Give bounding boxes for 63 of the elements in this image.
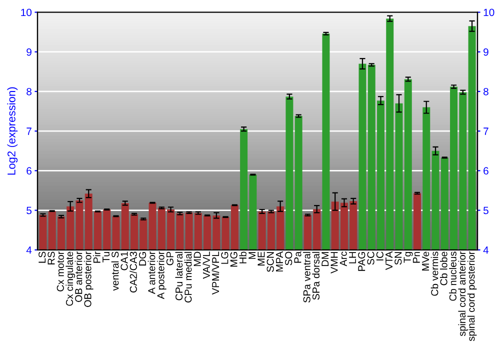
x-tick-label: Hb: [239, 252, 246, 264]
x-tick-label: SO: [285, 252, 292, 266]
x-tick-label: MPA: [276, 251, 283, 272]
x-tick-label: CPu medial: [184, 252, 192, 302]
x-tick-label: CA1: [120, 252, 128, 270]
x-tick-label: SC: [367, 252, 374, 265]
x-tick-label: PAG: [358, 252, 366, 271]
x-tick-label: VMH: [330, 252, 338, 274]
x-tick-label: DM: [322, 252, 329, 266]
x-tick-label: IC: [376, 252, 384, 260]
y-tick-label: 5: [26, 206, 32, 214]
y-tick-label: 4: [26, 246, 32, 254]
y2-tick-label: 5: [483, 206, 488, 214]
y-tick-label: 7: [26, 128, 32, 135]
x-tick-label: VPM/VPL: [212, 252, 220, 295]
y2-tick-label: 4: [483, 246, 489, 254]
x-tick-label: spinal cord posterior: [467, 251, 477, 342]
x-tick-label: Cb nucleus: [449, 252, 456, 301]
x-tick-label: MVe: [422, 252, 430, 270]
x-tick-label: VTA: [386, 251, 392, 270]
x-tick-label: A anterior: [148, 251, 156, 294]
x-tick-label: GP: [166, 252, 174, 266]
x-tick-label: CPu lateral: [175, 252, 183, 300]
x-tick-label: ME: [258, 252, 265, 266]
x-tick-label: ventral S: [111, 252, 119, 291]
x-tick-label: Cb lobe: [440, 252, 448, 286]
y2-tick-label: 6: [484, 167, 488, 175]
x-tick-label: Pir: [93, 251, 100, 263]
x-tick-label: Tu: [102, 252, 110, 262]
x-tick-label: SPa dorsal: [312, 252, 320, 300]
y2-tick-label: 8: [484, 88, 488, 96]
y2-tick-label: 9: [484, 48, 488, 56]
y-tick-label: 6: [26, 167, 32, 175]
x-tick-label: spinal cord anterior: [458, 251, 468, 336]
x-tick-label: MG: [230, 252, 238, 267]
x-tick-label: VA/VL: [202, 252, 210, 279]
x-tick-label: Cx cingulate: [66, 252, 76, 306]
y2-tick-label: 10: [484, 8, 494, 16]
x-tick-label: RS: [48, 252, 55, 264]
x-tick-label: MD: [194, 252, 201, 266]
y-tick-label: 8: [26, 88, 32, 96]
x-tick-label: M: [248, 252, 256, 259]
x-tick-label: LS: [38, 252, 46, 263]
x-tick-label: CA2/CA3: [130, 252, 137, 292]
x-tick-label: Cx motor: [56, 251, 64, 292]
x-tick-label: A posterior: [156, 251, 166, 300]
x-tick-label: OB anterior: [74, 251, 82, 302]
x-tick-label: OB posterior: [84, 251, 94, 307]
y-tick-label: 9: [26, 48, 32, 56]
y-tick-label: 10: [21, 8, 32, 16]
x-tick-label: LG: [221, 252, 228, 264]
x-tick-label: SPa ventral: [303, 252, 310, 303]
y-axis-title: Log2 (expression): [7, 87, 18, 175]
x-tick-label: Arc: [340, 252, 347, 266]
x-tick-label: LH: [349, 252, 356, 264]
x-tick-label: Tg: [404, 252, 413, 263]
x-tick-label: Cb vermis: [430, 252, 438, 296]
x-tick-label: Pa: [294, 251, 302, 263]
x-tick-label: DG: [138, 252, 146, 266]
y2-tick-label: 7: [484, 128, 488, 135]
x-tick-label: Pn: [412, 252, 420, 263]
x-tick-label: SCN: [266, 252, 274, 272]
x-tick-label: SN: [394, 252, 402, 265]
